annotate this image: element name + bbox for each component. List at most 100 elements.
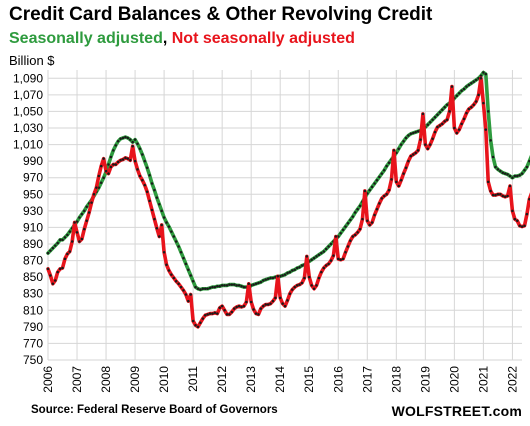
data-point-nsa — [486, 180, 490, 184]
data-point-sa — [199, 288, 202, 291]
data-point-sa — [269, 276, 272, 280]
data-point-nsa — [119, 159, 122, 162]
data-point-sa — [462, 87, 466, 91]
data-point-nsa — [428, 143, 432, 146]
data-point-sa — [344, 225, 347, 228]
x-tick-label: 2020 — [447, 366, 461, 393]
data-point-nsa — [124, 156, 127, 160]
data-point-nsa — [73, 221, 76, 224]
data-point-sa — [141, 153, 144, 156]
data-point-sa — [339, 231, 342, 235]
data-point-sa — [259, 280, 263, 284]
data-point-sa — [324, 247, 328, 251]
data-point-sa — [266, 277, 270, 281]
x-tick-label: 2010 — [157, 366, 171, 393]
data-point-nsa — [496, 193, 500, 196]
data-point-nsa — [264, 303, 267, 306]
data-point-nsa — [382, 194, 386, 198]
data-point-sa — [63, 236, 67, 239]
x-tick-label: 2016 — [331, 366, 345, 393]
data-point-nsa — [407, 159, 410, 163]
data-point-sa — [399, 143, 403, 146]
data-point-nsa — [346, 245, 350, 248]
data-point-sa — [496, 168, 500, 171]
data-point-sa — [165, 221, 168, 224]
data-point-sa — [145, 166, 149, 170]
data-point-sa — [46, 251, 50, 255]
data-point-nsa — [298, 283, 301, 286]
data-point-nsa — [390, 178, 393, 181]
data-point-nsa — [465, 111, 468, 115]
series-line-sa — [46, 70, 530, 292]
data-point-nsa — [320, 270, 323, 274]
data-point-nsa — [455, 131, 459, 135]
data-point-nsa — [107, 172, 110, 175]
data-point-sa — [102, 176, 105, 179]
data-point-sa — [472, 80, 475, 83]
y-tick-label: 1,030 — [13, 121, 43, 135]
data-point-sa — [501, 171, 504, 174]
data-point-nsa — [404, 166, 408, 170]
data-point-nsa — [66, 252, 69, 256]
data-point-sa — [216, 285, 219, 288]
x-tick-label: 2018 — [389, 366, 403, 393]
data-point-sa — [402, 140, 405, 143]
data-point-sa — [196, 287, 200, 290]
data-point-nsa — [269, 302, 272, 305]
data-point-sa — [358, 204, 362, 208]
y-tick-label: 930 — [23, 204, 43, 218]
data-point-nsa — [276, 275, 280, 278]
data-point-nsa — [259, 307, 263, 310]
data-point-sa — [387, 161, 391, 165]
data-point-sa — [525, 165, 529, 169]
data-point-nsa — [208, 312, 212, 315]
data-point-sa — [109, 155, 113, 159]
data-point-nsa — [170, 273, 173, 276]
data-point-nsa — [363, 189, 367, 193]
data-point-nsa — [291, 288, 294, 291]
data-point-nsa — [141, 178, 144, 182]
data-point-nsa — [271, 299, 275, 303]
data-point-sa — [228, 283, 231, 286]
data-point-nsa — [523, 224, 526, 228]
data-point-nsa — [356, 231, 359, 234]
data-point-nsa — [189, 293, 192, 296]
data-point-sa — [112, 149, 115, 152]
data-point-sa — [356, 207, 359, 211]
data-point-nsa — [339, 258, 342, 261]
data-point-sa — [373, 182, 376, 185]
data-point-nsa — [460, 122, 463, 126]
x-tick-label: 2015 — [302, 366, 316, 393]
x-tick-label: 2017 — [360, 366, 374, 393]
data-point-sa — [189, 274, 192, 277]
data-point-nsa — [240, 305, 243, 309]
data-point-sa — [68, 230, 72, 233]
data-point-sa — [80, 212, 84, 216]
data-point-nsa — [174, 280, 178, 283]
data-point-sa — [138, 147, 142, 150]
data-point-nsa — [366, 219, 369, 223]
data-point-nsa — [307, 275, 311, 279]
data-point-nsa — [387, 188, 391, 192]
grid-layer — [47, 70, 522, 361]
data-point-nsa — [479, 77, 483, 80]
data-point-nsa — [293, 285, 296, 289]
data-point-sa — [518, 173, 521, 177]
data-point-sa — [486, 110, 490, 113]
data-point-sa — [264, 278, 267, 281]
data-point-nsa — [506, 194, 509, 198]
data-point-nsa — [160, 223, 163, 227]
data-point-sa — [160, 209, 163, 213]
data-point-nsa — [206, 313, 209, 316]
data-point-sa — [353, 211, 357, 214]
data-point-sa — [412, 131, 415, 135]
legend-seasonally-adjusted: Seasonally adjusted — [9, 30, 163, 47]
data-point-nsa — [520, 225, 524, 228]
data-point-sa — [341, 228, 345, 232]
data-point-sa — [194, 285, 197, 289]
data-point-sa — [378, 175, 381, 179]
data-point-sa — [404, 136, 408, 140]
data-point-sa — [131, 140, 134, 144]
data-point-nsa — [450, 85, 454, 88]
data-point-sa — [170, 230, 173, 233]
